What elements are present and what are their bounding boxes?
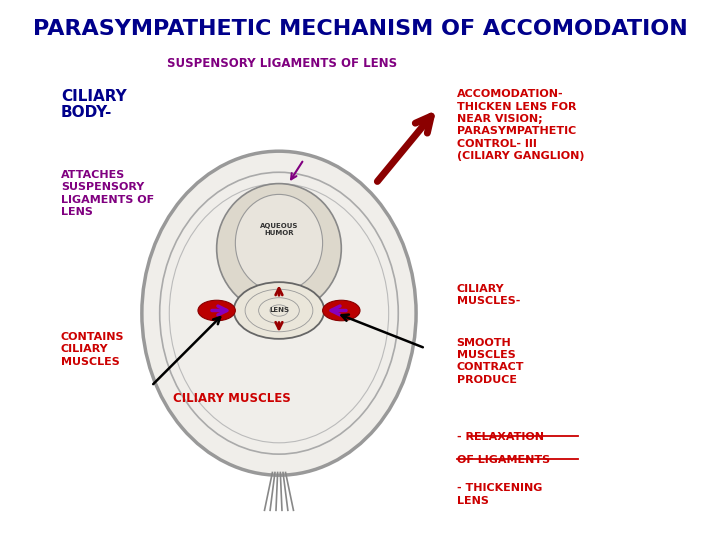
Text: AQUEOUS
HUMOR: AQUEOUS HUMOR [260, 223, 298, 236]
Ellipse shape [235, 194, 323, 292]
Text: - THICKENING
LENS: - THICKENING LENS [456, 483, 542, 505]
Ellipse shape [234, 282, 324, 339]
Text: OF LIGAMENTS: OF LIGAMENTS [456, 455, 550, 465]
Text: PARASYMPATHETIC MECHANISM OF ACCOMODATION: PARASYMPATHETIC MECHANISM OF ACCOMODATIO… [32, 19, 688, 39]
Text: CONTAINS
CILIARY
MUSCLES: CONTAINS CILIARY MUSCLES [60, 332, 125, 367]
Text: SUSPENSORY LIGAMENTS OF LENS: SUSPENSORY LIGAMENTS OF LENS [167, 57, 397, 70]
Ellipse shape [198, 300, 235, 321]
Text: - RELAXATION: - RELAXATION [456, 432, 544, 442]
Text: CILIARY
MUSCLES-: CILIARY MUSCLES- [456, 284, 520, 306]
Text: LENS: LENS [269, 307, 289, 314]
Text: ATTACHES
SUSPENSORY
LIGAMENTS OF
LENS: ATTACHES SUSPENSORY LIGAMENTS OF LENS [60, 170, 154, 217]
Text: CILIARY
BODY-: CILIARY BODY- [60, 89, 127, 120]
Ellipse shape [217, 184, 341, 313]
Text: CILIARY MUSCLES: CILIARY MUSCLES [174, 392, 291, 404]
Text: SMOOTH
MUSCLES
CONTRACT
PRODUCE: SMOOTH MUSCLES CONTRACT PRODUCE [456, 338, 524, 384]
Ellipse shape [142, 151, 416, 475]
Ellipse shape [323, 300, 360, 321]
Text: ACCOMODATION-
THICKEN LENS FOR
NEAR VISION;
PARASYMPATHETIC
CONTROL- III
(CILIAR: ACCOMODATION- THICKEN LENS FOR NEAR VISI… [456, 89, 584, 161]
